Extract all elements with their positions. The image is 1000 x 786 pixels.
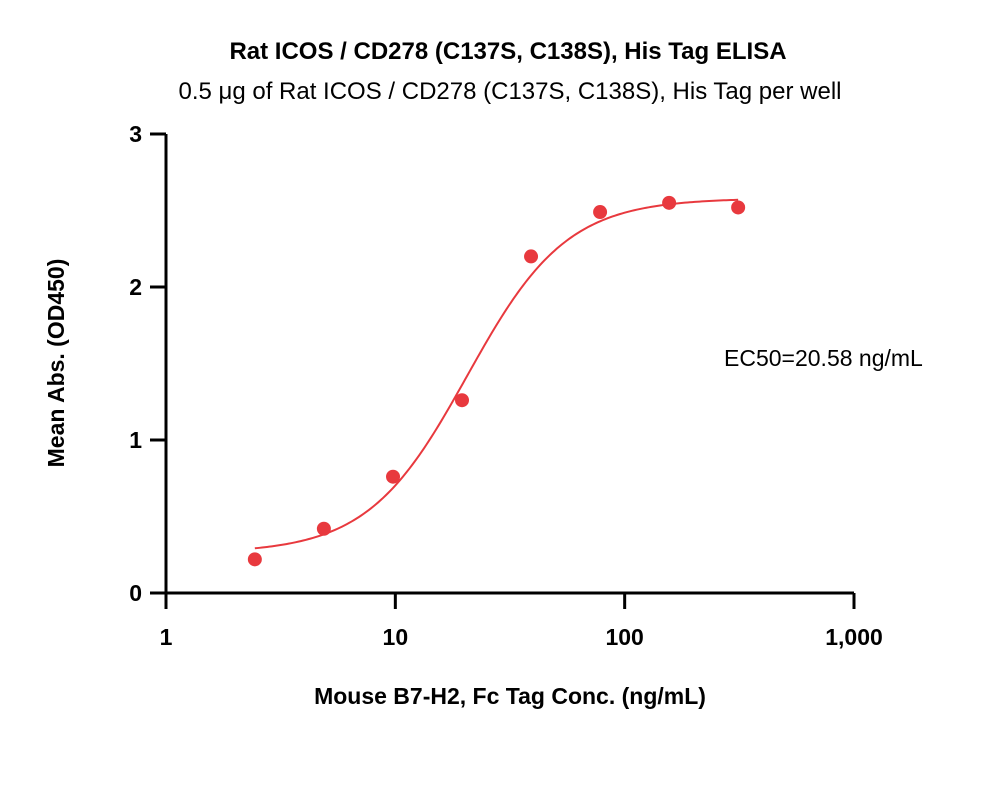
ec50-annotation: EC50=20.58 ng/mL <box>724 345 923 371</box>
x-tick-label: 100 <box>605 624 643 650</box>
x-tick-label: 1 <box>160 624 173 650</box>
data-point <box>524 249 539 264</box>
y-axis-ticks: 0 1 2 3 <box>129 121 166 606</box>
x-axis-label: Mouse B7-H2, Fc Tag Conc. (ng/mL) <box>314 683 706 709</box>
chart-title: Rat ICOS / CD278 (C137S, C138S), His Tag… <box>229 38 786 65</box>
y-axis-label: Mean Abs. (OD450) <box>43 259 69 468</box>
data-point <box>593 205 608 220</box>
data-point <box>316 521 331 536</box>
data-point <box>386 469 401 484</box>
plot-area <box>247 195 746 567</box>
data-point <box>731 200 746 215</box>
fit-curve <box>254 198 739 550</box>
x-tick-label: 1,000 <box>825 624 883 650</box>
y-tick-label: 0 <box>129 580 142 606</box>
data-point <box>247 552 262 567</box>
chart-subtitle: 0.5 μg of Rat ICOS / CD278 (C137S, C138S… <box>178 78 841 105</box>
y-tick-label: 3 <box>129 121 142 147</box>
x-axis-ticks: 1 10 100 1,000 <box>160 593 883 650</box>
data-point <box>455 393 470 408</box>
y-tick-label: 1 <box>129 427 142 453</box>
data-point <box>662 195 677 210</box>
y-tick-label: 2 <box>129 274 142 300</box>
x-tick-label: 10 <box>383 624 409 650</box>
